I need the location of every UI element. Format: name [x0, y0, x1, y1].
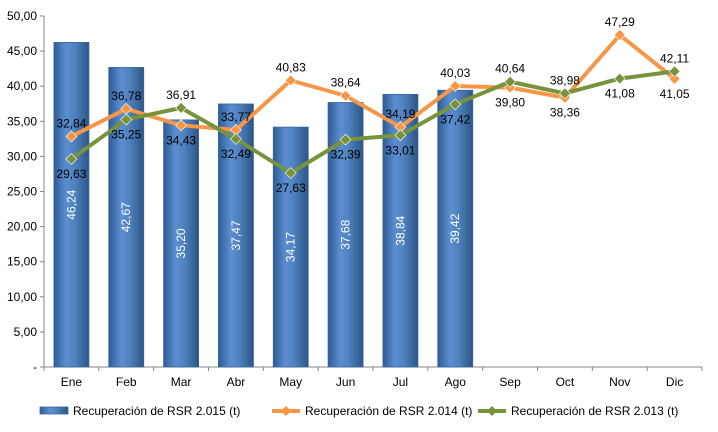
line-data-label: 40,64	[495, 62, 525, 76]
series-point	[65, 153, 78, 165]
line-data-label: 32,39	[331, 148, 361, 162]
bar-data-label: 35,20	[174, 228, 188, 258]
legend: Recuperación de RSR 2.015 (t) Recuperació…	[39, 404, 678, 418]
y-tick-label: 30,00	[7, 149, 37, 163]
bar-data-label: 42,67	[119, 202, 133, 232]
series-point	[558, 87, 571, 100]
y-tick-label: -	[33, 360, 37, 374]
x-tick-label: Nov	[609, 375, 630, 389]
series-point	[613, 29, 626, 41]
line-data-label: 36,78	[111, 89, 141, 103]
bar-series	[53, 41, 474, 368]
series-point	[339, 89, 352, 102]
legend-label: Recuperación de RSR 2.014 (t)	[305, 404, 472, 418]
line-data-label: 27,63	[276, 181, 306, 195]
series-point	[175, 119, 188, 132]
legend-label: Recuperación de RSR 2.015 (t)	[73, 404, 240, 418]
y-tick-label: 35,00	[7, 114, 37, 128]
line-series	[65, 29, 681, 179]
y-tick-label: 5,00	[14, 325, 38, 339]
series-point	[175, 101, 188, 114]
line-data-label: 40,03	[440, 66, 470, 80]
x-tick-label: May	[279, 375, 302, 389]
series-point	[120, 113, 133, 126]
y-tick-label: 20,00	[7, 220, 37, 234]
y-tick-label: 40,00	[7, 79, 37, 93]
line-data-label: 34,19	[385, 107, 415, 121]
series-point	[284, 167, 297, 179]
bar-data-label: 46,24	[64, 189, 78, 219]
series-point	[284, 74, 297, 87]
x-tick-label: Feb	[116, 375, 137, 389]
legend-swatch-bar	[39, 406, 69, 415]
line-data-label: 41,05	[660, 87, 690, 101]
series-point	[668, 65, 681, 78]
line-data-label: 41,08	[605, 87, 635, 101]
x-tick-label: Sep	[499, 375, 521, 389]
legend-swatch-marker	[487, 406, 497, 416]
line-data-label: 38,64	[331, 76, 361, 90]
y-tick-label: 10,00	[7, 290, 37, 304]
line-data-label: 36,91	[166, 88, 196, 102]
legend-label: Recuperación de RSR 2.013 (t)	[511, 404, 678, 418]
y-tick-label: 50,00	[7, 9, 37, 23]
line-data-label: 33,77	[221, 110, 251, 124]
line-data-label: 40,83	[276, 60, 306, 74]
line-data-label: 42,11	[660, 51, 689, 65]
series-line	[70, 33, 676, 139]
line-data-label: 35,25	[111, 128, 141, 142]
series-point	[65, 130, 78, 143]
series-point	[449, 98, 462, 111]
x-tick-label: Oct	[556, 375, 575, 389]
series-point	[668, 72, 681, 85]
line-data-label: 34,43	[166, 133, 196, 147]
bar	[163, 119, 199, 368]
line-data-label: 39,80	[495, 96, 525, 110]
line-data-label: 37,42	[440, 112, 470, 126]
series-point	[613, 72, 626, 85]
series-point	[449, 80, 462, 92]
series-point	[504, 75, 517, 88]
x-tick-label: Dic	[666, 375, 683, 389]
bar-data-label: 37,47	[229, 220, 243, 250]
x-tick-label: Ene	[61, 375, 83, 389]
bar-data-label: 37,68	[339, 219, 353, 249]
x-tick-label: Jun	[336, 375, 355, 389]
x-tick-label: Abr	[227, 375, 246, 389]
axes: - 5,00 10,00 15,00 20,00 25,00 30,00 35,00 40,00…	[7, 9, 703, 389]
legend-swatch-marker	[281, 406, 291, 416]
bar-data-label: 34,17	[284, 232, 298, 262]
line-data-label: 38,98	[550, 73, 580, 87]
series-point	[394, 129, 407, 142]
x-tick-label: Mar	[171, 375, 192, 389]
data-labels: 46,24 42,67 35,20 37,47 34,17 37,68 38,84 39,42…	[56, 15, 690, 262]
line-data-label: 33,01	[385, 143, 415, 157]
y-tick-label: 25,00	[7, 185, 37, 199]
series-point	[229, 132, 242, 145]
line-data-label: 47,29	[605, 15, 635, 29]
series-point	[339, 133, 352, 146]
bar-data-label: 38,84	[393, 215, 407, 245]
x-tick-label: Jul	[393, 375, 408, 389]
bar	[53, 41, 90, 368]
y-tick-label: 45,00	[7, 44, 37, 58]
series-line	[70, 69, 675, 176]
line-data-label: 32,84	[56, 116, 86, 130]
line-data-label: 38,36	[550, 106, 580, 120]
y-tick-label: 15,00	[7, 255, 37, 269]
bar-data-label: 39,42	[448, 213, 462, 243]
line-data-label: 32,49	[221, 147, 251, 161]
bar	[437, 89, 474, 368]
x-tick-label: Ago	[445, 375, 467, 389]
line-data-label: 29,63	[56, 167, 86, 181]
